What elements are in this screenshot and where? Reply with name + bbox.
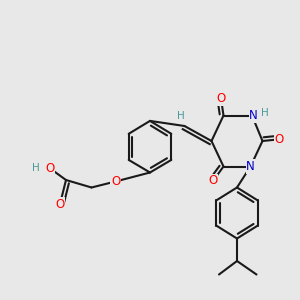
Text: H: H xyxy=(261,107,268,118)
Text: N: N xyxy=(246,160,255,173)
Text: H: H xyxy=(32,163,40,173)
Text: N: N xyxy=(249,109,258,122)
Text: O: O xyxy=(217,92,226,106)
Text: O: O xyxy=(274,133,284,146)
Text: O: O xyxy=(208,174,217,188)
Text: H: H xyxy=(177,111,185,122)
Text: O: O xyxy=(111,175,120,188)
Text: O: O xyxy=(56,197,64,211)
Text: O: O xyxy=(45,161,54,175)
